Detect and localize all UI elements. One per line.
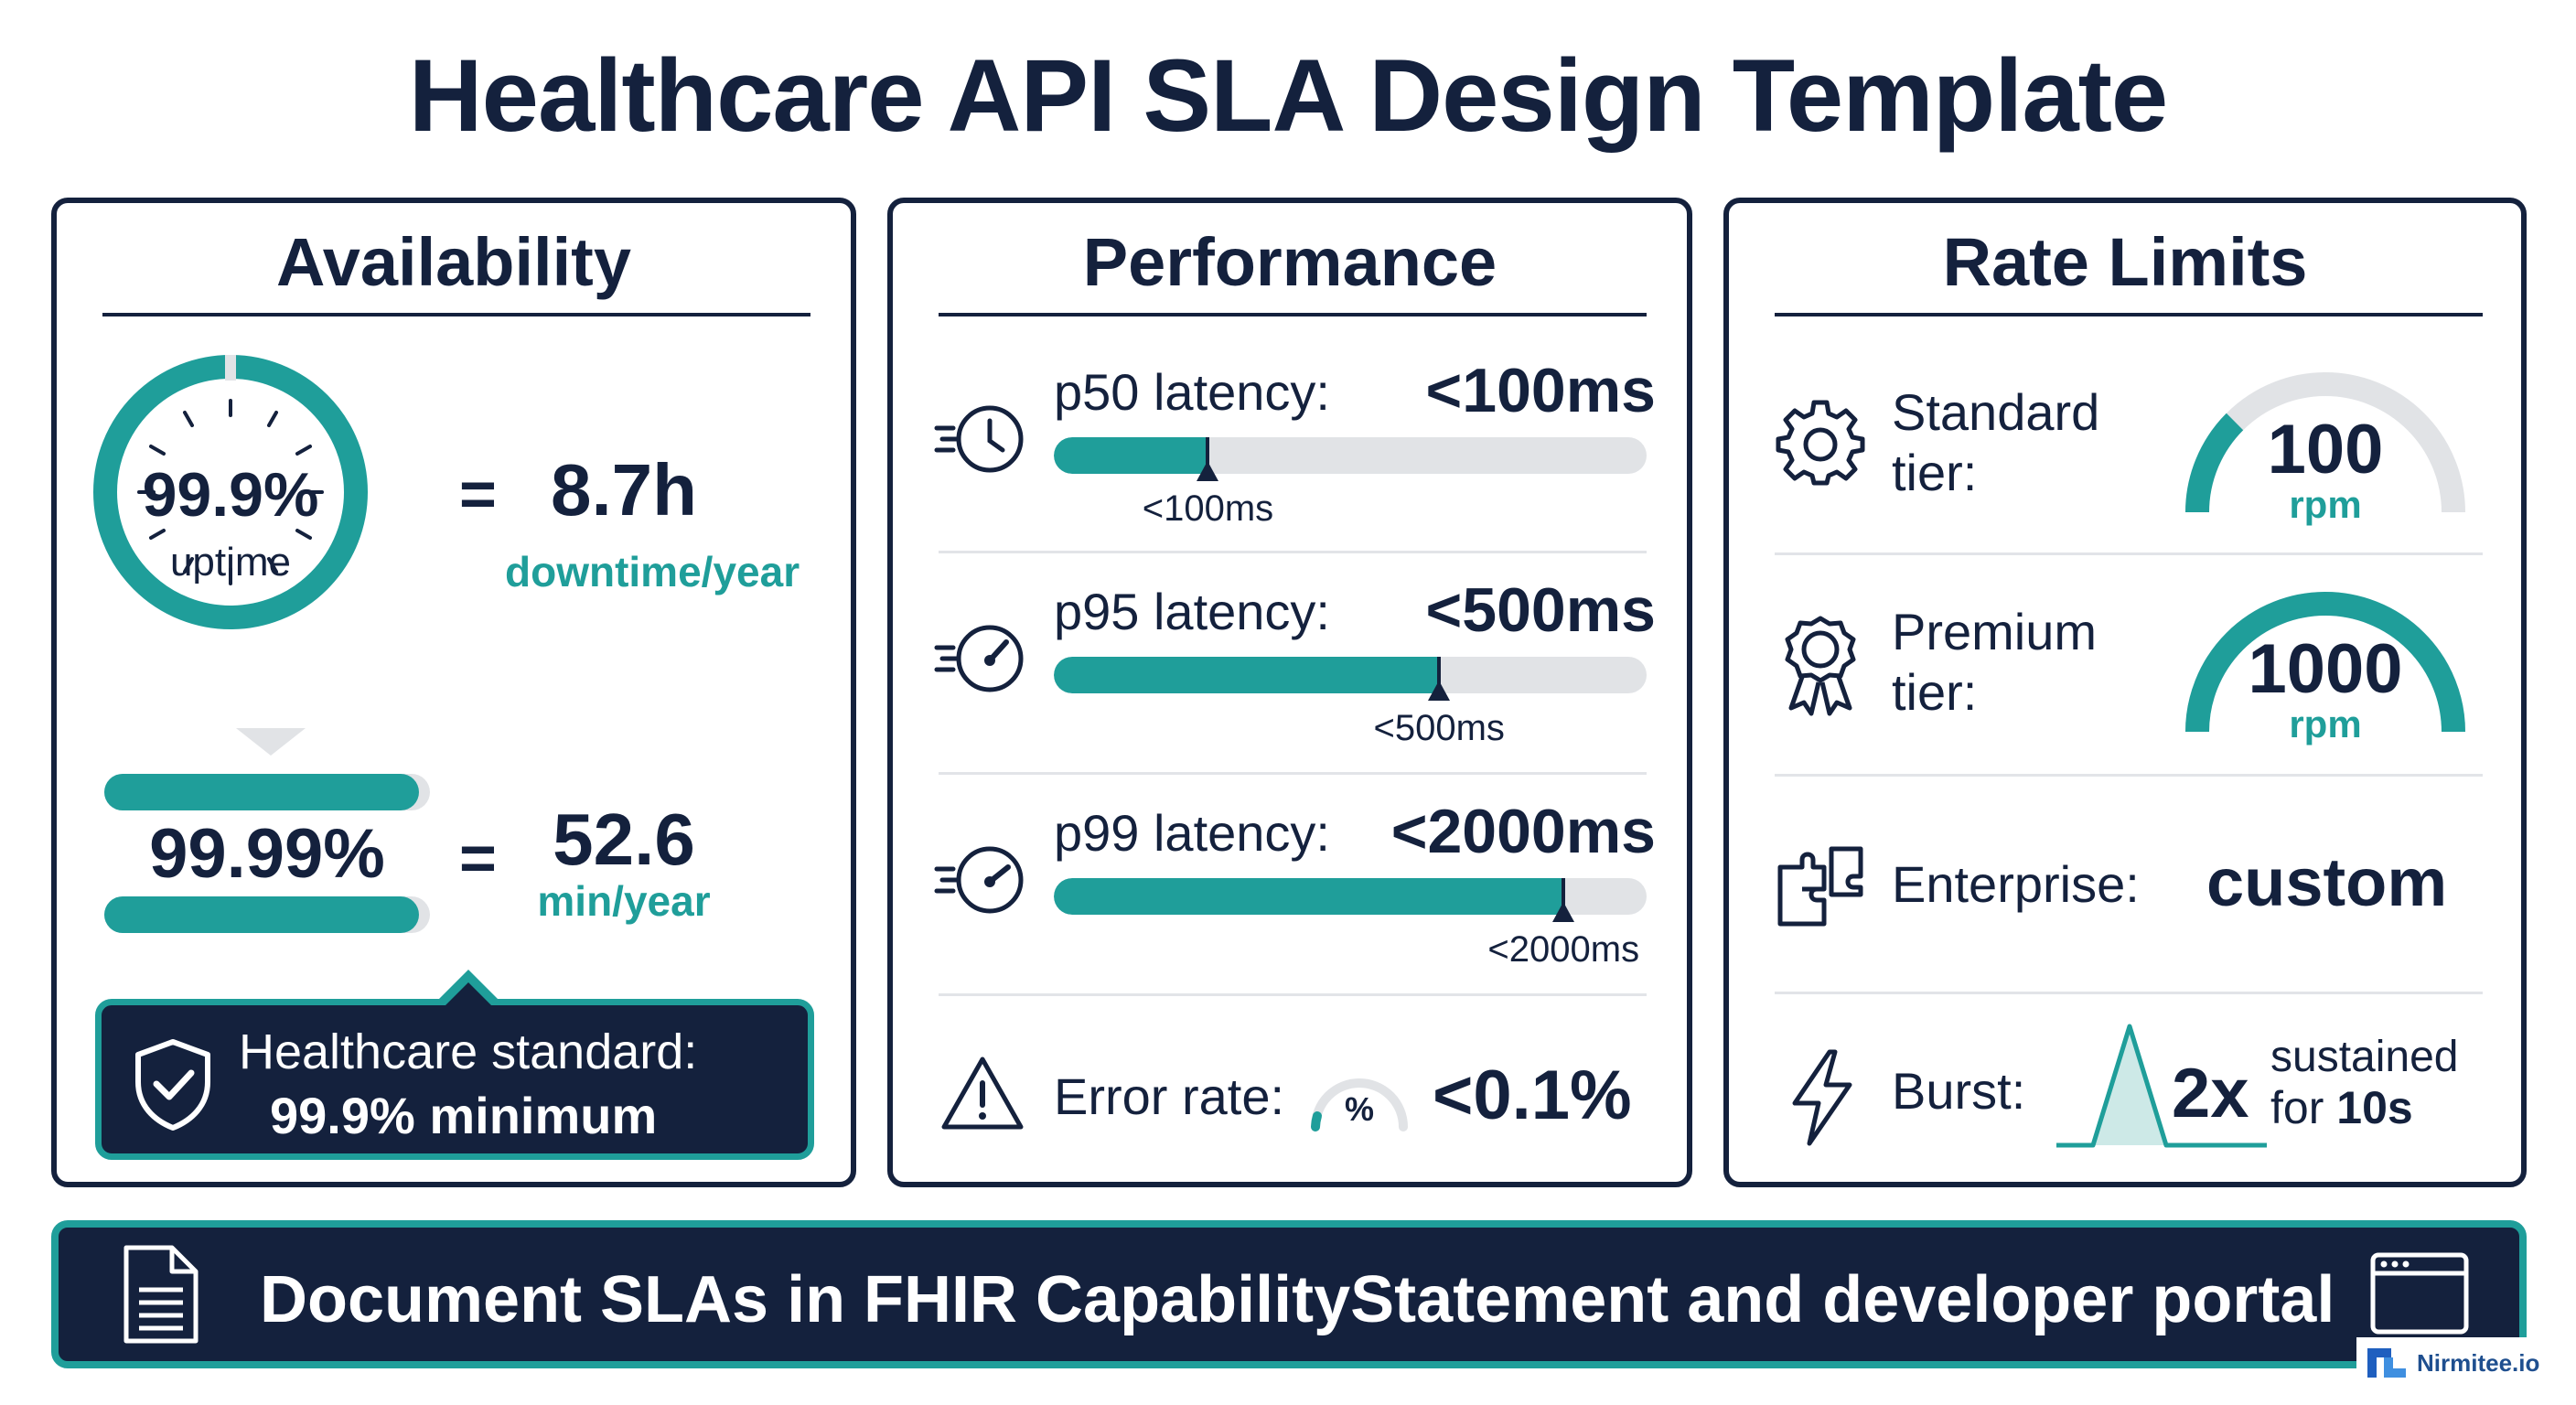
uptime-gauge [93, 355, 368, 629]
p95-label: p95 latency: [1054, 583, 1330, 640]
standard-tier-label-line2: tier: [1892, 444, 1978, 501]
row-divider [1775, 992, 2483, 994]
rate-limits-heading-rule [1775, 313, 2483, 316]
p99-label: p99 latency: [1054, 804, 1330, 862]
footer-banner: Document SLAs in FHIR CapabilityStatemen… [51, 1220, 2527, 1368]
equals-sign-2: = [459, 822, 497, 894]
banner-text: Document SLAs in FHIR CapabilityStatemen… [260, 1263, 2335, 1336]
performance-heading: Performance [1082, 224, 1497, 300]
downtime-unit: downtime/year [505, 548, 800, 595]
standard-tier-gauge [2185, 372, 2465, 513]
availability-panel: Availability 99.9% uptime = 8.7h downtim… [51, 198, 856, 1187]
puzzle-icon [1777, 846, 1863, 927]
p95-marker-label: <500ms [1373, 708, 1505, 748]
rate-limits-heading: Rate Limits [1942, 224, 2308, 300]
row-divider [939, 993, 1647, 996]
document-icon [123, 1245, 199, 1344]
downtime-value: 8.7h [550, 449, 698, 531]
lightning-icon [1792, 1049, 1852, 1146]
premium-tier-unit: rpm [2289, 702, 2362, 745]
gear-icon [1776, 400, 1865, 486]
error-rate-label: Error rate: [1054, 1067, 1285, 1125]
equals-sign-1: = [459, 458, 497, 530]
premium-tier-label-line1: Premium [1892, 603, 2098, 660]
latency-marker-line [1562, 878, 1566, 915]
premium-tier-label-line2: tier: [1892, 663, 1978, 721]
burst-note-line1: sustained [2270, 1033, 2459, 1081]
standard-tier-value: 100 [2267, 411, 2384, 488]
p99-bar-fill [1054, 878, 1564, 915]
second-uptime-value: 99.99% [149, 815, 385, 893]
standard-tier-label-line1: Standard [1892, 383, 2100, 441]
standard-tier-label: Standard tier: [1892, 382, 2099, 503]
p99-marker-label: <2000ms [1487, 929, 1640, 970]
burst-note-prefix: for [2270, 1082, 2324, 1133]
speedometer-icon [934, 846, 1024, 914]
availability-heading-rule [102, 313, 810, 316]
p95-value: <500ms [1425, 575, 1656, 645]
row-divider [939, 551, 1647, 553]
p95-bar-fill [1054, 657, 1440, 693]
browser-window-icon [2370, 1252, 2469, 1335]
uptime-gauge-label: uptime [169, 540, 292, 585]
nines-top-bar [104, 774, 419, 810]
p50-marker-label: <100ms [1142, 488, 1274, 529]
row-divider [939, 772, 1647, 775]
burst-note-line2: for 10s [2270, 1081, 2413, 1134]
premium-tier-label: Premium tier: [1892, 602, 2097, 723]
second-downtime-unit: min/year [537, 877, 711, 925]
standard-tier-unit: rpm [2289, 483, 2362, 526]
p99-bar-track [1054, 878, 1647, 915]
enterprise-label: Enterprise: [1892, 855, 2140, 913]
p95-marker [1428, 681, 1451, 701]
row-divider [1775, 774, 2483, 777]
chevron-down-icon [236, 728, 306, 756]
second-downtime-value: 52.6 [553, 799, 695, 880]
error-rate-value: <0.1% [1433, 1056, 1632, 1134]
p50-label: p50 latency: [1054, 363, 1330, 421]
standard-tier-gauge-fill [2185, 413, 2244, 513]
latency-marker-line [1206, 437, 1210, 474]
p50-marker [1197, 461, 1219, 481]
burst-label: Burst: [1892, 1062, 2026, 1120]
performance-heading-rule [939, 313, 1647, 316]
callout-pointer-inner [445, 982, 492, 1006]
speedometer-icon [934, 625, 1024, 692]
clock-speed-icon [934, 405, 1024, 473]
enterprise-value: custom [2206, 844, 2448, 920]
uptime-gauge-value: 99.9% [142, 460, 319, 530]
nines-bottom-bar [104, 896, 419, 933]
premium-tier-value: 1000 [2248, 630, 2403, 708]
page-title: Healthcare API SLA Design Template [408, 38, 2168, 153]
performance-panel: Performance p50 latency: <100ms <100ms p… [887, 198, 1692, 1187]
warning-icon [941, 1056, 1024, 1130]
premium-tier-gauge-fill [2185, 592, 2465, 733]
burst-spike-chart [2056, 1024, 2267, 1148]
row-divider [1775, 552, 2483, 555]
burst-value: 2x [2172, 1055, 2249, 1132]
healthcare-standard-callout: Healthcare standard: 99.9% minimum [95, 999, 814, 1160]
premium-tier-gauge [2185, 592, 2465, 733]
nirmitee-logo-icon [2367, 1348, 2406, 1378]
rate-limits-panel: Rate Limits Standard tier: 100 rpm Premi… [1723, 198, 2527, 1187]
latency-marker-line [1437, 657, 1442, 693]
availability-heading: Availability [276, 224, 631, 300]
p50-value: <100ms [1425, 356, 1656, 425]
p50-bar-track [1054, 437, 1647, 474]
p99-value: <2000ms [1390, 797, 1656, 866]
callout-line-2: 99.9% minimum [270, 1087, 658, 1144]
burst-note-duration: 10s [2336, 1082, 2413, 1133]
p99-marker [1552, 902, 1575, 922]
p95-bar-track [1054, 657, 1647, 693]
nirmitee-logo: Nirmitee.io [2356, 1337, 2563, 1389]
p50-bar-fill [1054, 437, 1208, 474]
award-badge-icon [1785, 616, 1856, 716]
shield-check-icon [135, 1039, 210, 1131]
error-rate-gauge [1311, 1078, 1408, 1132]
callout-line-1: Healthcare standard: [239, 1024, 698, 1079]
error-gauge-symbol: % [1344, 1090, 1374, 1128]
logo-text: Nirmitee.io [2417, 1348, 2540, 1377]
